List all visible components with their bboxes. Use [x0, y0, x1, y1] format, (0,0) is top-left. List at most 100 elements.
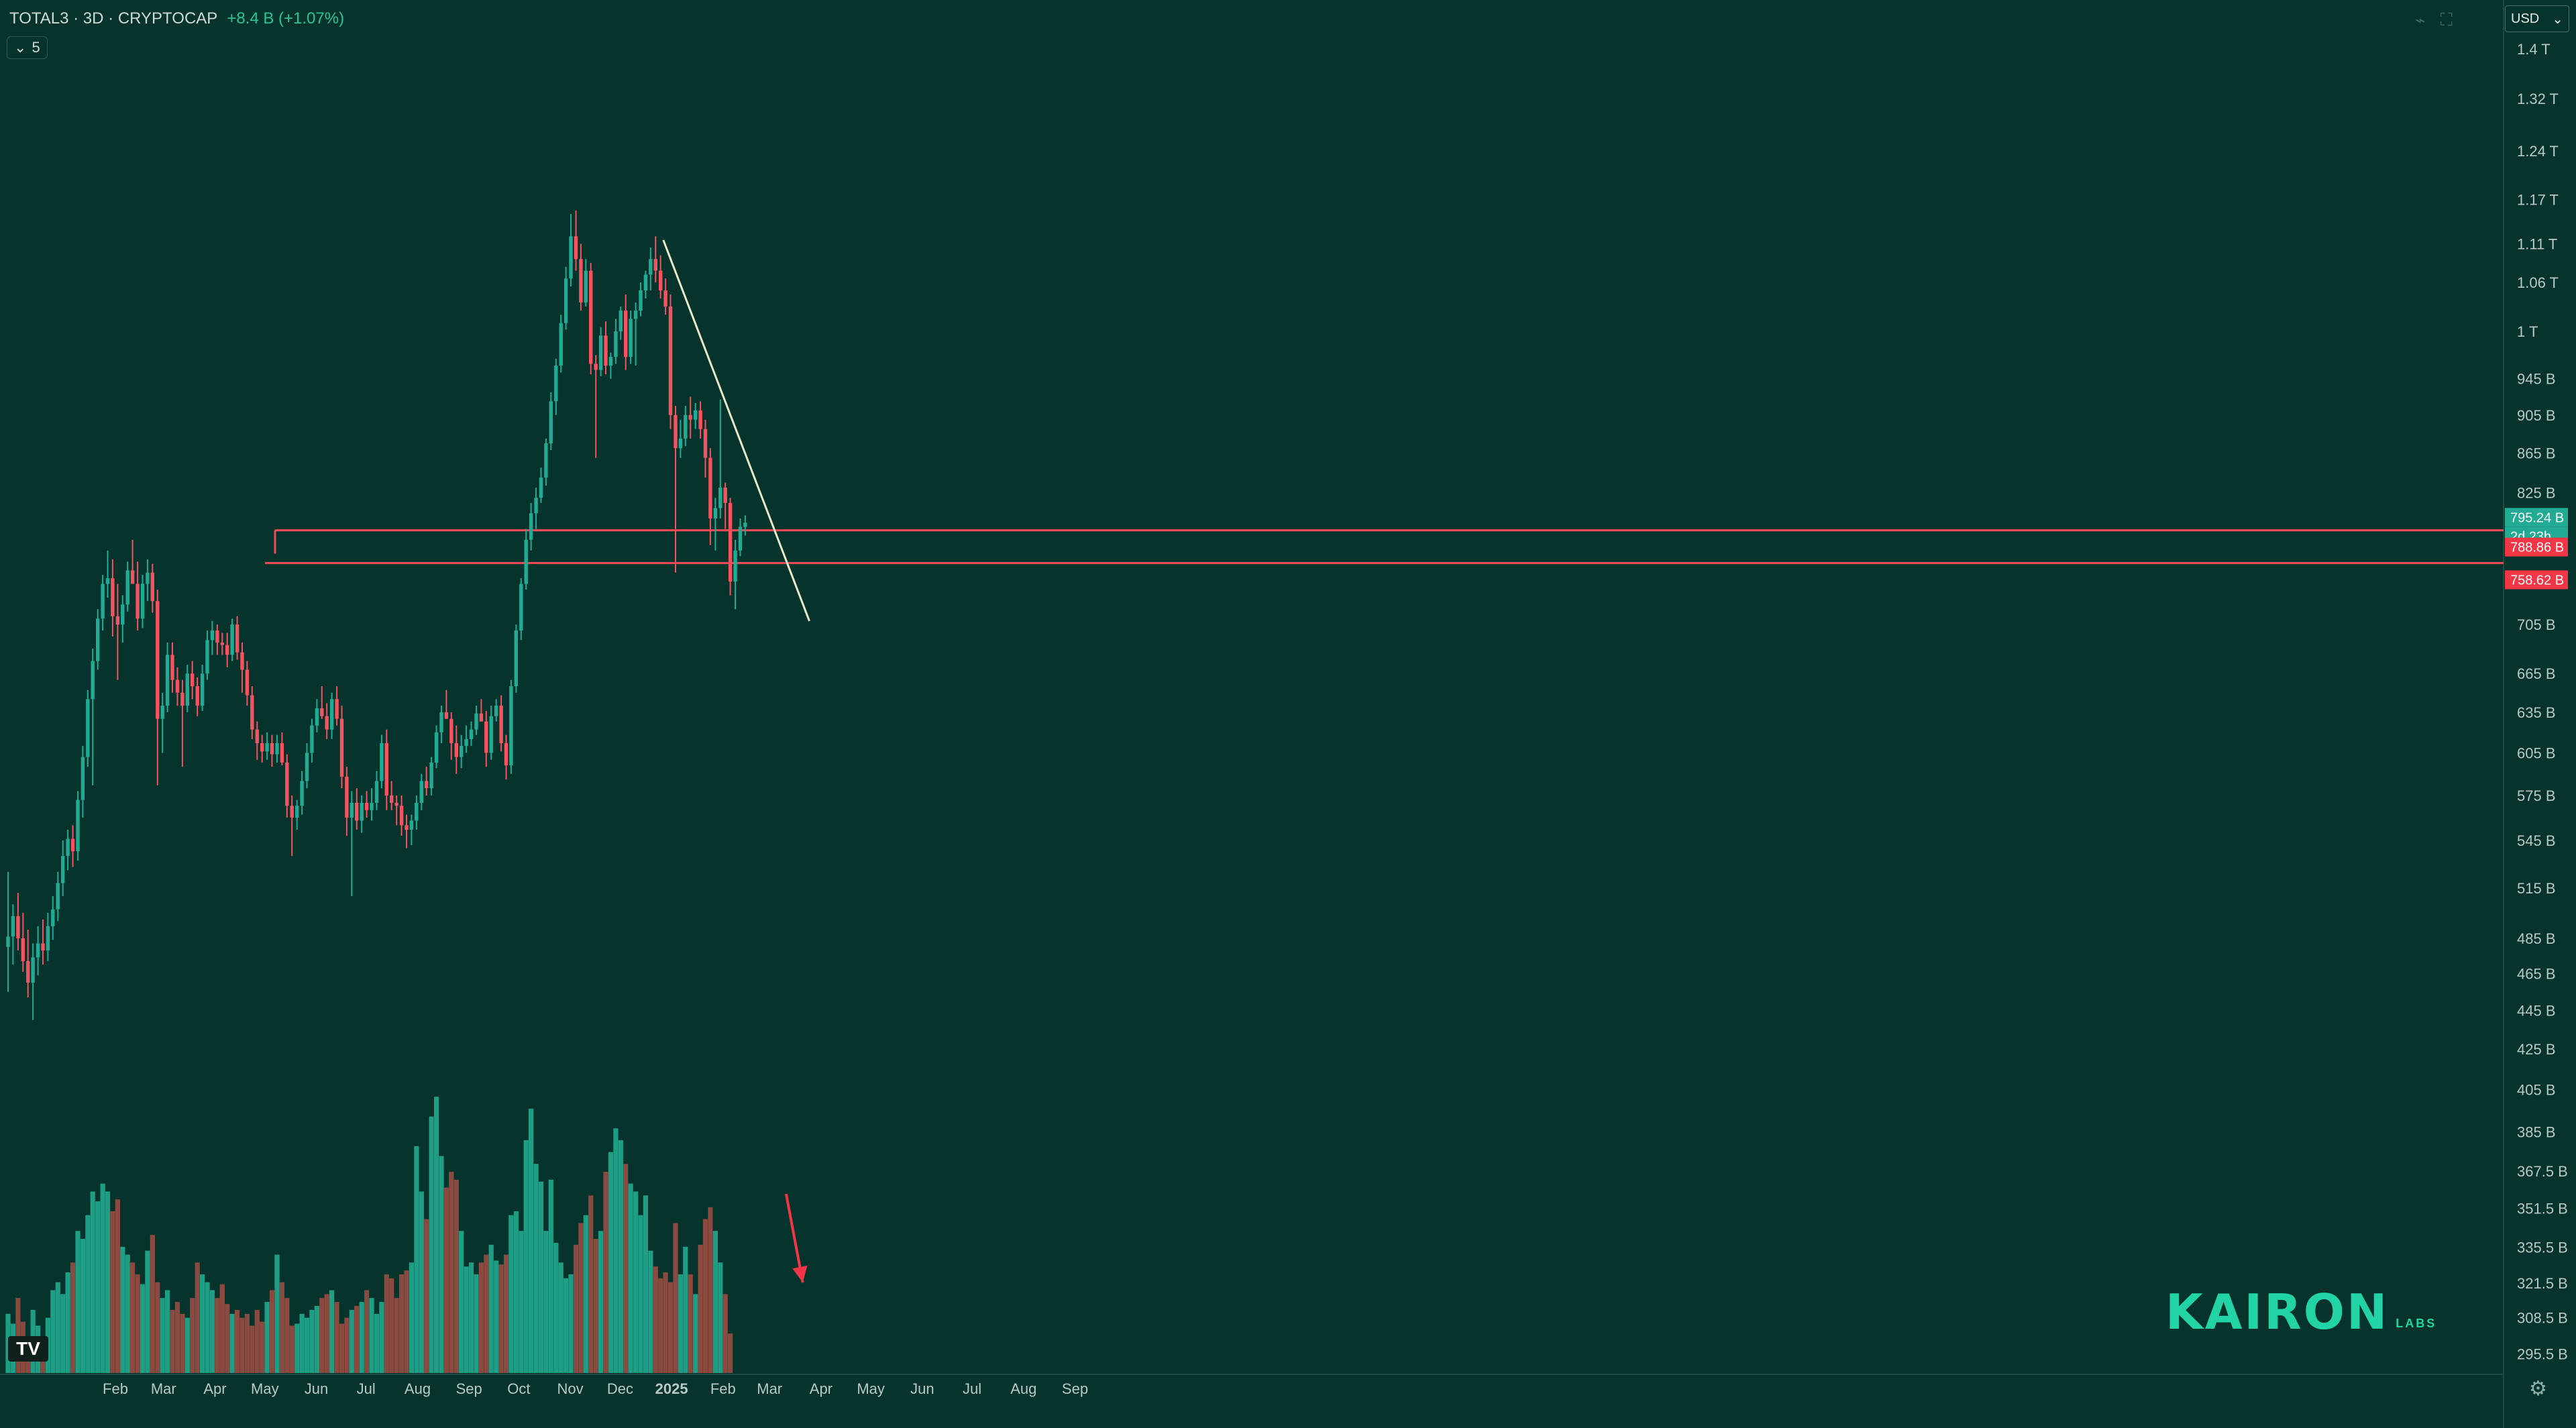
- candle-body: [165, 655, 170, 706]
- candle-body: [315, 708, 319, 726]
- candle-body: [121, 604, 125, 625]
- candle: [300, 771, 304, 815]
- volume-bar: [712, 1231, 718, 1373]
- candle: [624, 294, 628, 370]
- candle-body: [405, 825, 409, 830]
- candle-body: [514, 630, 518, 687]
- candle: [718, 399, 722, 518]
- candle-body: [674, 415, 678, 449]
- candle: [230, 618, 234, 661]
- volume-bar: [633, 1191, 639, 1373]
- candle-body: [175, 679, 180, 693]
- volume-bar: [419, 1191, 424, 1373]
- candle-body: [678, 438, 683, 449]
- candle-body: [80, 757, 85, 800]
- x-axis-tick-label: Jun: [910, 1380, 934, 1397]
- candle-body: [604, 335, 608, 366]
- candle: [479, 699, 484, 722]
- candle-body: [564, 278, 568, 323]
- y-axis-tick-label: 385 B: [2517, 1124, 2556, 1141]
- volume-bar: [708, 1207, 713, 1373]
- volume-bar: [663, 1272, 668, 1373]
- volume-bar: [698, 1244, 703, 1373]
- candle: [125, 561, 129, 612]
- price-label-tag: [2505, 537, 2568, 557]
- volume-bar: [508, 1215, 514, 1373]
- volume-bar: [553, 1242, 559, 1373]
- volume-bar: [140, 1284, 146, 1373]
- volume-bar: [658, 1278, 663, 1373]
- x-axis-tick-label: Aug: [405, 1380, 431, 1397]
- candle: [156, 590, 160, 785]
- fullscreen-icon[interactable]: ⛶: [2440, 9, 2453, 30]
- y-axis-tick-label: 485 B: [2517, 930, 2556, 947]
- volume-bar: [424, 1219, 429, 1373]
- volume-bar: [70, 1262, 76, 1373]
- candle-body: [390, 795, 394, 803]
- indicators-toggle[interactable]: ⌄ 5: [7, 36, 48, 59]
- candle: [115, 584, 120, 680]
- candle: [663, 278, 667, 315]
- y-axis-tick-label: 445 B: [2517, 1003, 2556, 1020]
- pin-icon[interactable]: ⌁: [2415, 9, 2426, 30]
- candle: [76, 791, 80, 861]
- candle-body: [529, 513, 533, 540]
- candle: [514, 624, 518, 693]
- candle: [370, 788, 374, 821]
- y-axis-tick-label: 405 B: [2517, 1081, 2556, 1098]
- candle-body: [195, 686, 199, 706]
- currency-select[interactable]: USD ⌄: [2505, 5, 2569, 32]
- drawings: [662, 239, 810, 1283]
- volume-bar: [55, 1282, 60, 1373]
- candle: [649, 248, 653, 290]
- candle: [295, 800, 299, 830]
- candle-body: [220, 643, 224, 645]
- candle: [464, 725, 468, 753]
- candle: [235, 616, 239, 660]
- candle: [280, 732, 284, 766]
- candle: [659, 255, 663, 298]
- candle-body: [225, 645, 229, 655]
- candle-body: [150, 572, 154, 602]
- volume-bar: [693, 1294, 698, 1373]
- candle: [684, 406, 688, 447]
- descending-trendline[interactable]: [662, 239, 810, 622]
- candle: [449, 712, 453, 760]
- volume-bar: [229, 1313, 235, 1373]
- candle-body: [16, 916, 20, 938]
- volume-bar: [429, 1116, 434, 1373]
- candle: [399, 795, 404, 836]
- candle: [160, 692, 164, 753]
- candle-body: [76, 800, 80, 852]
- candle: [454, 725, 458, 774]
- candle: [70, 825, 75, 867]
- volume-bar: [165, 1290, 170, 1373]
- candle: [185, 665, 189, 712]
- chevron-down-icon: ⌄: [2552, 11, 2563, 27]
- candle-body: [215, 630, 219, 643]
- y-axis-tick-label: 1 T: [2517, 323, 2538, 340]
- volume-bar: [379, 1302, 384, 1373]
- candle: [320, 686, 324, 719]
- symbol-title[interactable]: TOTAL3 · 3D · CRYPTOCAP: [9, 9, 218, 28]
- volume-bar: [434, 1097, 439, 1373]
- candle-body: [549, 401, 553, 443]
- volume-bar: [200, 1274, 205, 1373]
- candle: [80, 746, 85, 818]
- volume-bar: [728, 1333, 733, 1373]
- candle-body: [96, 618, 100, 661]
- candle: [504, 734, 508, 780]
- volume-bar: [299, 1313, 305, 1373]
- volume-bar: [718, 1262, 723, 1373]
- candle: [345, 767, 349, 836]
- volume-bar: [289, 1325, 294, 1373]
- candle: [629, 311, 633, 364]
- candle-body: [290, 806, 294, 818]
- candle: [738, 518, 743, 556]
- candle-body: [130, 570, 135, 584]
- gear-icon[interactable]: ⚙: [2529, 1378, 2547, 1400]
- price-label-text: 788.86 B: [2510, 541, 2564, 555]
- tradingview-logo-icon[interactable]: TV: [8, 1336, 48, 1362]
